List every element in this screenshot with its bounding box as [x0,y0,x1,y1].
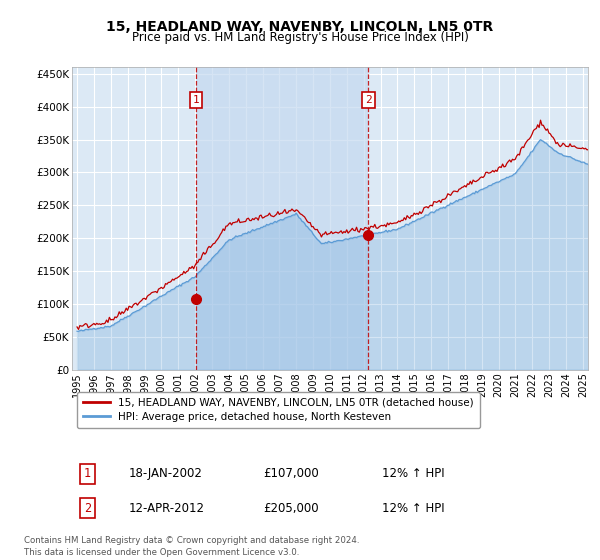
Text: Price paid vs. HM Land Registry's House Price Index (HPI): Price paid vs. HM Land Registry's House … [131,31,469,44]
Text: 2: 2 [84,502,91,515]
Text: 15, HEADLAND WAY, NAVENBY, LINCOLN, LN5 0TR: 15, HEADLAND WAY, NAVENBY, LINCOLN, LN5 … [106,20,494,34]
Text: 18-JAN-2002: 18-JAN-2002 [129,468,203,480]
Text: 1: 1 [84,468,91,480]
Text: 12% ↑ HPI: 12% ↑ HPI [382,502,444,515]
Bar [196,67,368,370]
Text: £107,000: £107,000 [263,468,319,480]
Text: Contains HM Land Registry data © Crown copyright and database right 2024.
This d: Contains HM Land Registry data © Crown c… [24,536,359,557]
Text: 12-APR-2012: 12-APR-2012 [129,502,205,515]
Text: £205,000: £205,000 [263,502,319,515]
Text: 12% ↑ HPI: 12% ↑ HPI [382,468,444,480]
Legend: 15, HEADLAND WAY, NAVENBY, LINCOLN, LN5 0TR (detached house), HPI: Average price: 15, HEADLAND WAY, NAVENBY, LINCOLN, LN5 … [77,391,480,428]
Text: 2: 2 [365,95,372,105]
Text: 1: 1 [193,95,199,105]
